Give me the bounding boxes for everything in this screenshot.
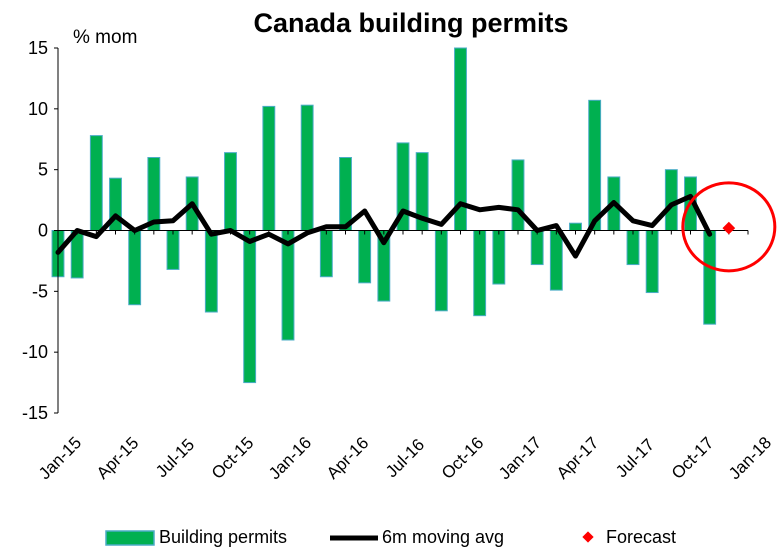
bar-Sep-16 [434, 230, 448, 312]
bar-Nov-15 [243, 230, 257, 384]
legend-label-forecast: Forecast [606, 527, 676, 547]
legend: Building permits 6m moving avg Forecast [105, 527, 676, 547]
legend-label-building-permits: Building permits [159, 527, 287, 547]
bar-Apr-17 [569, 222, 582, 231]
bar-Sep-15 [204, 230, 218, 313]
bar-Nov-17 [703, 230, 717, 325]
bar-Mar-17 [549, 230, 563, 291]
x-tick-label: Jan-18 [725, 433, 775, 483]
forecast-marker-Dec-17 [722, 221, 736, 235]
bar-Jan-16 [281, 230, 295, 341]
bar-series [51, 47, 717, 384]
bar-Mar-15 [89, 135, 103, 232]
bar-Sep-17 [664, 169, 678, 232]
bar-Dec-16 [492, 230, 506, 285]
y-tick-label: -10 [22, 342, 48, 362]
bar-May-16 [358, 230, 372, 284]
y-tick-label: 15 [28, 38, 48, 58]
bar-Jul-15 [166, 230, 180, 270]
bar-Mar-16 [319, 230, 333, 278]
legend-swatch-forecast [582, 531, 594, 543]
legend-label-moving-avg: 6m moving avg [382, 527, 504, 547]
moving-average-line [55, 193, 713, 259]
bar-Feb-17 [530, 230, 544, 266]
bar-Feb-16 [300, 104, 314, 231]
forecast-highlight [681, 181, 777, 273]
highlight-circle [681, 181, 777, 273]
bar-Aug-17 [645, 230, 659, 294]
x-tick-label: Apr-17 [553, 433, 603, 483]
y-tick-label: 0 [38, 221, 48, 241]
y-tick-label: -15 [22, 403, 48, 423]
x-tick-label: Oct-17 [668, 433, 718, 483]
bar-Nov-16 [473, 230, 487, 317]
x-tick-label: Apr-16 [323, 433, 373, 483]
x-tick-label: Apr-15 [93, 433, 143, 483]
bar-May-15 [128, 230, 142, 306]
unit-label: % mom [73, 27, 137, 48]
x-tick-label: Jan-16 [265, 433, 315, 483]
bar-Jan-17 [511, 159, 525, 231]
y-tick-label: 10 [28, 99, 48, 119]
bar-May-17 [588, 99, 602, 231]
y-tick-label: 5 [38, 160, 48, 180]
bar-Apr-16 [339, 157, 352, 231]
x-tick-label: Jul-15 [152, 435, 198, 481]
forecast-series [722, 221, 736, 235]
bar-Dec-15 [262, 105, 276, 231]
bar-Oct-15 [224, 152, 237, 231]
x-tick-label: Oct-16 [438, 433, 488, 483]
x-tick-label: Jul-17 [612, 435, 658, 481]
moving-average-series [55, 193, 713, 259]
x-tick-label: Jan-15 [35, 433, 85, 483]
y-tick-label: -5 [32, 281, 48, 301]
x-tick-label: Jul-16 [382, 435, 428, 481]
bar-Jul-17 [626, 230, 640, 266]
legend-swatch-building-permits [105, 530, 155, 546]
x-tick-label: Oct-15 [208, 433, 258, 483]
chart-title: Canada building permits [253, 8, 568, 38]
x-tick-label: Jan-17 [495, 433, 545, 483]
